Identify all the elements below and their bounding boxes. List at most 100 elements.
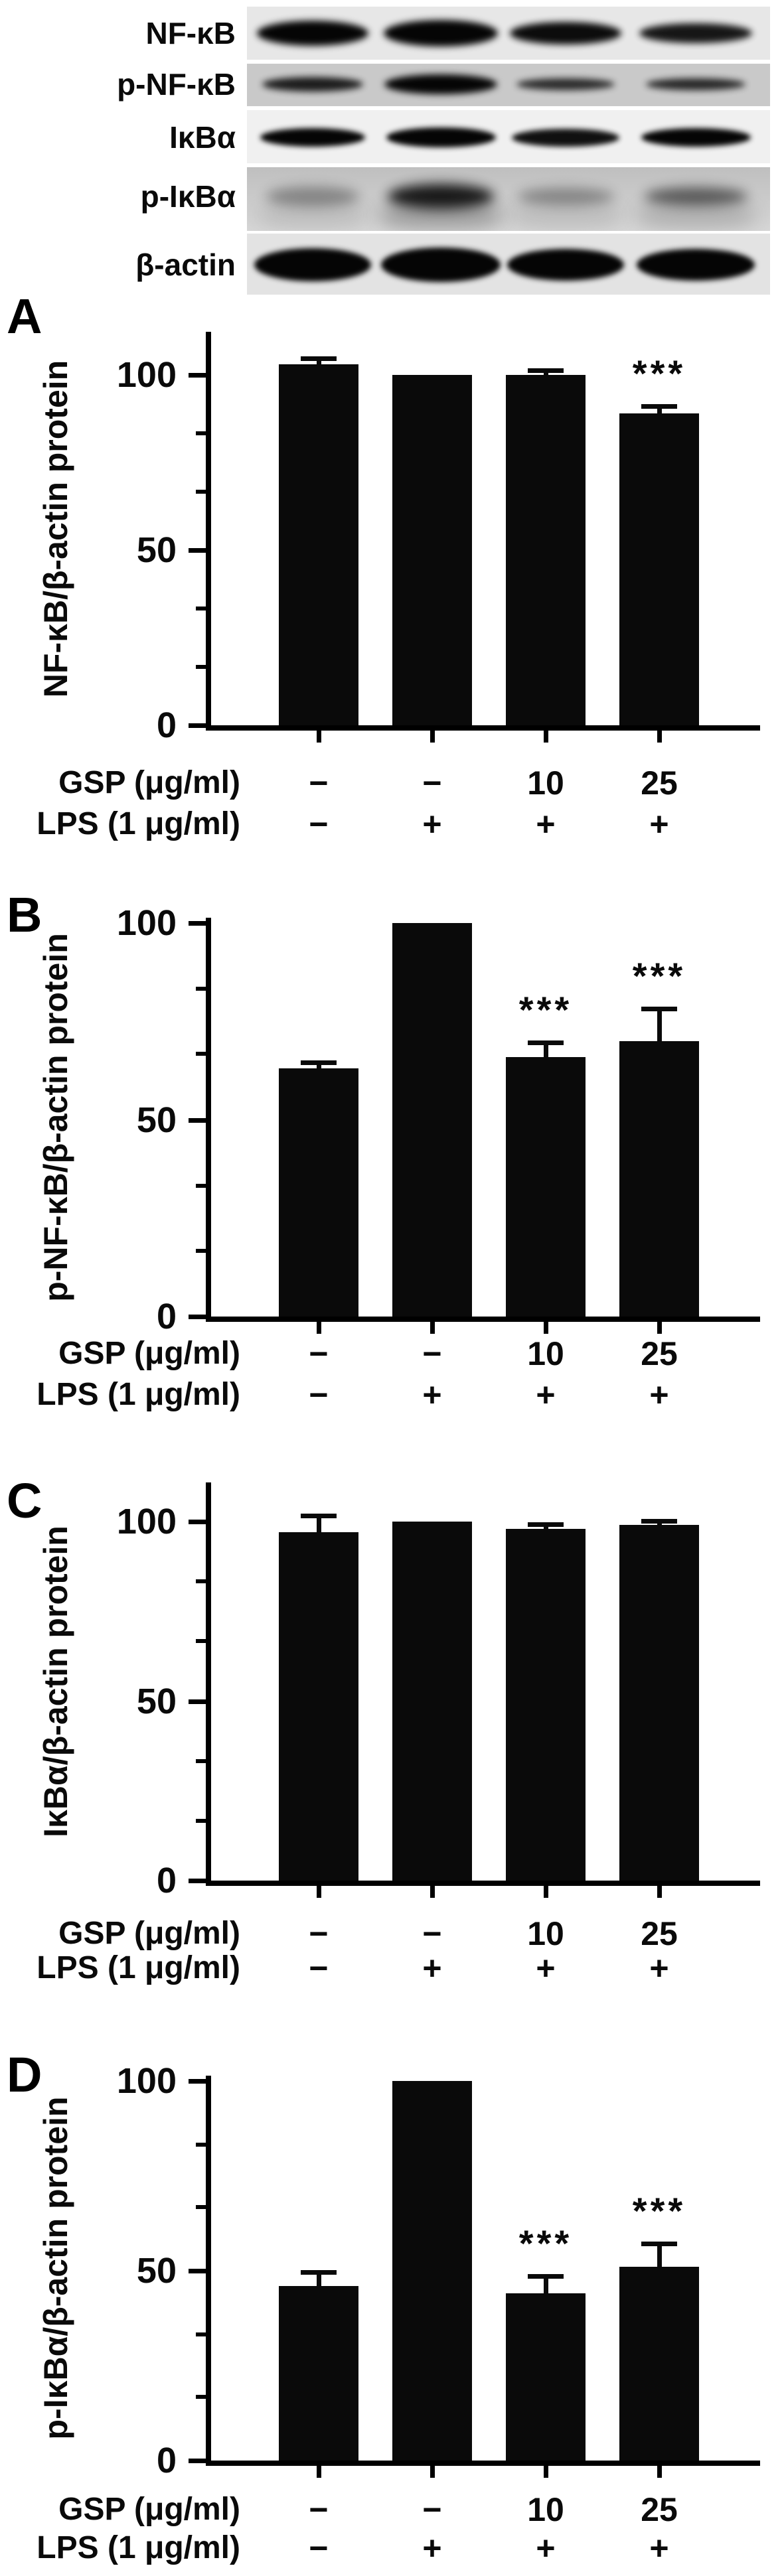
y-minor-tick	[196, 1248, 206, 1253]
lps-value: +	[649, 2530, 669, 2567]
y-minor-tick	[196, 607, 206, 611]
error-bar-whisker	[316, 2272, 321, 2288]
x-axis-line	[206, 1881, 760, 1886]
blot-strip-p-nf-kb	[247, 64, 770, 106]
gsp-value: −	[309, 2491, 329, 2528]
significance-stars: ***	[632, 352, 686, 394]
y-axis-line	[206, 2076, 211, 2466]
bar	[392, 1522, 472, 1881]
error-bar-cap	[528, 368, 564, 373]
bar	[506, 1528, 586, 1881]
x-tick	[316, 1886, 321, 1898]
blot-row-label-p-ikba: p-IκBα	[140, 179, 236, 214]
y-minor-tick	[196, 431, 206, 436]
error-bar-whisker	[657, 406, 662, 416]
blot-band	[257, 21, 368, 46]
y-tick	[189, 1315, 206, 1319]
gsp-value: −	[422, 1915, 442, 1952]
y-tick	[189, 548, 206, 553]
blot-band	[639, 23, 752, 43]
y-minor-tick	[196, 2332, 206, 2336]
blot-band	[517, 188, 614, 205]
y-tick	[189, 2079, 206, 2084]
lps-row-label: LPS (1 μg/ml)	[37, 1950, 240, 1985]
y-minor-tick	[196, 1639, 206, 1644]
error-bar-cap	[528, 1040, 564, 1045]
blot-band	[381, 248, 501, 282]
y-tick-label: 50	[136, 2251, 177, 2291]
blot-band	[384, 74, 497, 94]
error-bar-whisker	[316, 359, 321, 367]
y-axis-line	[206, 332, 211, 731]
blot-band	[384, 20, 498, 46]
lps-row-label: LPS (1 μg/ml)	[37, 2530, 240, 2565]
error-bar-cap	[528, 1522, 564, 1528]
x-tick	[430, 1322, 435, 1334]
x-tick	[543, 1322, 548, 1334]
gsp-value: −	[309, 1915, 329, 1952]
blot-band	[510, 22, 621, 44]
y-tick-label: 50	[136, 530, 177, 570]
y-axis-line	[206, 1482, 211, 1886]
bar	[392, 375, 472, 725]
gsp-value: −	[422, 1335, 442, 1372]
error-bar-cap	[301, 2269, 337, 2275]
blot-band-smear	[380, 202, 502, 228]
gsp-row-label: GSP (μg/ml)	[58, 765, 240, 800]
bar	[279, 1068, 358, 1317]
lps-value: +	[649, 1376, 669, 1413]
blot-band	[646, 78, 745, 90]
gsp-row-label: GSP (μg/ml)	[58, 1916, 240, 1951]
blot-band	[254, 248, 371, 281]
error-bar-whisker	[657, 2244, 662, 2269]
y-minor-tick	[196, 1183, 206, 1188]
lps-value: −	[309, 806, 329, 843]
bar	[506, 2293, 586, 2461]
blot-band-smear	[509, 202, 622, 228]
y-tick	[189, 1117, 206, 1123]
y-minor-tick	[196, 1758, 206, 1763]
y-tick	[189, 2269, 206, 2273]
error-bar-cap	[641, 403, 677, 409]
blot-band	[641, 128, 751, 147]
error-bar-cap	[641, 1519, 677, 1524]
error-bar-whisker	[543, 370, 548, 377]
y-tick	[189, 2459, 206, 2463]
y-minor-tick	[196, 489, 206, 494]
x-tick	[657, 731, 662, 743]
blot-row-label-ikba: IκBα	[169, 120, 236, 155]
blot-strip-nf-kb	[247, 7, 770, 60]
bar	[506, 375, 586, 725]
y-tick-label: 100	[116, 903, 177, 943]
blot-band	[516, 78, 615, 90]
blot-band-smear	[636, 202, 755, 228]
blot-band	[388, 184, 494, 209]
lps-row-label: LPS (1 μg/ml)	[37, 1377, 240, 1412]
x-axis-line	[206, 725, 760, 731]
panel-letter: B	[7, 887, 42, 942]
gsp-value: 10	[527, 1335, 564, 1372]
lps-value: +	[422, 2530, 442, 2567]
error-bar-whisker	[543, 2276, 548, 2296]
lps-row-label: LPS (1 μg/ml)	[37, 806, 240, 841]
x-tick	[657, 1322, 662, 1334]
blot-band	[260, 128, 365, 147]
blot-band	[266, 186, 359, 206]
lps-value: +	[649, 1950, 669, 1987]
y-minor-tick	[196, 2395, 206, 2399]
y-tick-label: 100	[116, 2061, 177, 2101]
blot-row-label-p-nf-kb: p-NF-κB	[117, 67, 236, 102]
blot-band	[512, 128, 619, 147]
y-minor-tick	[196, 1052, 206, 1056]
bar	[619, 1525, 699, 1881]
gsp-value: −	[309, 764, 329, 802]
x-tick	[316, 731, 321, 743]
gsp-value: 10	[527, 764, 564, 802]
gsp-value: 25	[641, 2491, 678, 2528]
y-minor-tick	[196, 664, 206, 669]
y-tick-label: 50	[136, 1681, 177, 1721]
gsp-row-label: GSP (μg/ml)	[58, 1336, 240, 1371]
blot-band	[507, 249, 624, 281]
error-bar-whisker	[657, 1522, 662, 1528]
